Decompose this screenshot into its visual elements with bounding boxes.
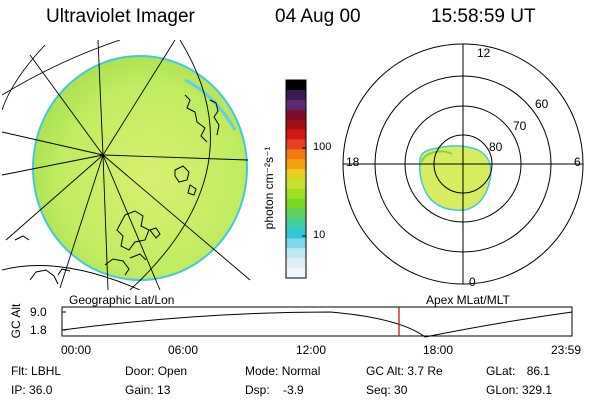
timeline-xtick-3: 18:00	[423, 343, 454, 357]
timeline-xtick-1: 06:00	[168, 343, 199, 357]
timeline-ytick-low: 1.8	[30, 323, 47, 337]
timeline-frame	[61, 306, 573, 337]
mlat-label-70: 70	[513, 119, 527, 133]
timeline-xtick-0: 00:00	[61, 343, 92, 357]
timeline-xtick-2: 12:00	[296, 343, 327, 357]
colorbar-frame	[285, 79, 307, 279]
altitude-curve	[61, 311, 573, 338]
colorbar-segment	[286, 238, 306, 249]
colorbar-segment	[286, 188, 306, 200]
colorbar-segment	[286, 208, 306, 220]
colorbar-tick-100: 100	[313, 141, 332, 153]
info-glat: GLat: 86.1	[486, 364, 551, 378]
colorbar-segment	[286, 169, 306, 180]
colorbar-segment	[286, 99, 306, 111]
altitude-timeline	[61, 306, 573, 338]
info-flt: Flt: LBHL	[11, 364, 62, 378]
colorbar	[285, 79, 307, 279]
right-panel-caption: Apex MLat/MLT	[426, 293, 510, 307]
info-glon: GLon: 329.1	[486, 383, 553, 397]
timeline-ylabel: GC Alt	[9, 303, 23, 339]
auroral-disk	[32, 55, 248, 281]
colorbar-segment	[286, 139, 306, 150]
info-ip: IP: 36.0	[11, 383, 53, 397]
coastlines	[14, 94, 220, 285]
time-label: 15:58:59 UT	[431, 6, 536, 27]
info-gc-alt: GC Alt: 3.7 Re	[366, 364, 443, 378]
auroral-oval	[418, 145, 492, 211]
colorbar-segment	[286, 109, 306, 121]
geographic-image-panel	[2, 40, 251, 290]
timeline-ytick-high: 9.0	[30, 305, 47, 319]
info-dsp: Dsp: -3.9	[245, 383, 304, 397]
info-door: Door: Open	[125, 364, 188, 378]
polar-plot	[342, 43, 584, 285]
mlat-label-80: 80	[489, 140, 503, 154]
colorbar-segment	[286, 248, 306, 259]
colorbar-segment	[286, 218, 306, 230]
colorbar-segment	[286, 258, 306, 269]
info-mode: Mode: Normal	[245, 364, 321, 378]
colorbar-segment	[286, 228, 306, 239]
info-seq: Seq: 30	[366, 383, 408, 397]
colorbar-segment	[286, 149, 306, 160]
mlt-label-12: 12	[477, 46, 491, 60]
colorbar-unit-label: photon cm⁻²s⁻¹	[262, 146, 276, 230]
left-panel-caption: Geographic Lat/Lon	[69, 293, 175, 307]
colorbar-tick-10: 10	[313, 229, 326, 241]
colorbar-segment	[286, 198, 306, 210]
timeline-xtick-4: 23:59	[551, 343, 582, 357]
colorbar-segment	[286, 159, 306, 170]
colorbar-segment	[286, 129, 306, 140]
colorbar-segment	[286, 89, 306, 101]
mlt-label-18: 18	[346, 155, 360, 169]
mlat-label-60: 60	[535, 97, 549, 111]
colorbar-segment	[286, 80, 306, 91]
colorbar-segment	[286, 179, 306, 190]
lat-lon-grid	[2, 40, 251, 290]
date-label: 04 Aug 00	[275, 6, 361, 27]
instrument-title: Ultraviolet Imager	[46, 6, 195, 27]
colorbar-segment	[286, 268, 306, 279]
colorbar-segment	[286, 119, 306, 131]
mlt-label-6: 6	[574, 155, 581, 169]
info-gain: Gain: 13	[125, 383, 171, 397]
mlt-label-0: 0	[469, 275, 476, 289]
